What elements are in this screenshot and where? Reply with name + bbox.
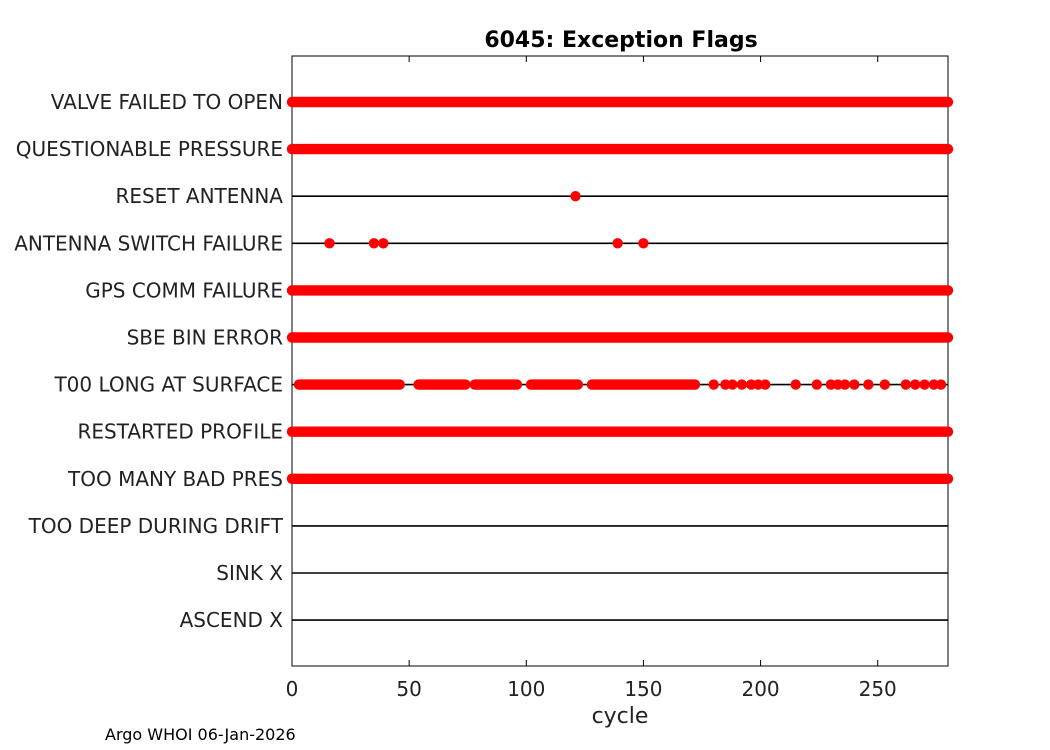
- category-label-sbe-bin-error: SBE BIN ERROR: [127, 326, 284, 350]
- row-valve-failed-to-open: VALVE FAILED TO OPEN: [51, 90, 954, 114]
- flag-point-antenna-switch-failure-4: [638, 238, 649, 249]
- flag-point-t00-long-at-surface-14: [879, 379, 890, 390]
- flag-point-t00-long-at-surface-6: [760, 379, 771, 390]
- flag-point-t00-long-at-surface-15: [900, 379, 912, 390]
- x-tick-label-150: 150: [624, 677, 662, 701]
- x-tick-label-0: 0: [286, 677, 299, 701]
- row-too-deep-during-drift: TOO DEEP DURING DRIFT: [28, 514, 948, 538]
- flag-point-reset-antenna-0: [570, 191, 581, 202]
- x-axis-label: cycle: [592, 704, 649, 729]
- x-axis-ticks: 0 50 100 150 200 250: [286, 56, 897, 701]
- chart-title: 6045: Exception Flags: [484, 28, 757, 53]
- flag-point-t00-long-at-surface-11: [839, 379, 851, 390]
- row-too-many-bad-pres: TOO MANY BAD PRES: [67, 467, 954, 491]
- category-label-ascend-x: ASCEND X: [180, 608, 284, 632]
- x-tick-label-50: 50: [396, 677, 421, 701]
- row-sbe-bin-error: SBE BIN ERROR: [127, 326, 954, 350]
- flag-point-t00-long-at-surface-16: [910, 379, 921, 390]
- category-label-reset-antenna: RESET ANTENNA: [115, 184, 283, 208]
- row-questionable-pressure: QUESTIONABLE PRESSURE: [16, 137, 954, 161]
- category-label-valve-failed-to-open: VALVE FAILED TO OPEN: [51, 90, 283, 114]
- flag-point-t00-long-at-surface-8: [811, 379, 822, 390]
- category-label-t00-long-at-surface: T00 LONG AT SURFACE: [53, 373, 283, 397]
- row-restarted-profile: RESTARTED PROFILE: [77, 420, 954, 444]
- flag-point-antenna-switch-failure-3: [612, 238, 623, 249]
- row-t00-long-at-surface: T00 LONG AT SURFACE: [53, 373, 948, 397]
- category-label-gps-comm-failure: GPS COMM FAILURE: [85, 278, 283, 302]
- category-label-questionable-pressure: QUESTIONABLE PRESSURE: [16, 137, 283, 161]
- flag-point-antenna-switch-failure-1: [368, 238, 380, 249]
- series-rows: VALVE FAILED TO OPEN QUESTIONABLE PRESSUR…: [14, 90, 954, 632]
- footer-credit: Argo WHOI 06-Jan-2026: [105, 725, 296, 744]
- flag-point-antenna-switch-failure-0: [324, 238, 335, 249]
- row-ascend-x: ASCEND X: [180, 608, 948, 632]
- plot-area-frame: [291, 55, 949, 667]
- category-label-too-many-bad-pres: TOO MANY BAD PRES: [67, 467, 283, 491]
- x-tick-label-100: 100: [507, 677, 545, 701]
- flag-point-t00-long-at-surface-19: [935, 379, 947, 390]
- flag-point-antenna-switch-failure-2: [378, 238, 389, 249]
- row-sink-x: SINK X: [216, 561, 948, 585]
- x-tick-label-200: 200: [741, 677, 779, 701]
- flag-point-t00-long-at-surface-12: [849, 379, 860, 390]
- row-antenna-switch-failure: ANTENNA SWITCH FAILURE: [14, 231, 948, 255]
- flag-point-t00-long-at-surface-3: [736, 379, 748, 390]
- category-label-sink-x: SINK X: [216, 561, 283, 585]
- flag-point-t00-long-at-surface-7: [790, 379, 801, 390]
- flag-point-t00-long-at-surface-13: [863, 379, 874, 390]
- flag-point-t00-long-at-surface-17: [919, 379, 930, 390]
- flag-point-t00-long-at-surface-2: [727, 379, 738, 390]
- row-gps-comm-failure: GPS COMM FAILURE: [85, 278, 954, 302]
- x-tick-label-250: 250: [859, 677, 897, 701]
- category-label-antenna-switch-failure: ANTENNA SWITCH FAILURE: [14, 231, 283, 255]
- category-label-restarted-profile: RESTARTED PROFILE: [77, 420, 283, 444]
- category-label-too-deep-during-drift: TOO DEEP DURING DRIFT: [28, 514, 284, 538]
- flag-point-t00-long-at-surface-0: [708, 379, 719, 390]
- row-reset-antenna: RESET ANTENNA: [115, 184, 948, 208]
